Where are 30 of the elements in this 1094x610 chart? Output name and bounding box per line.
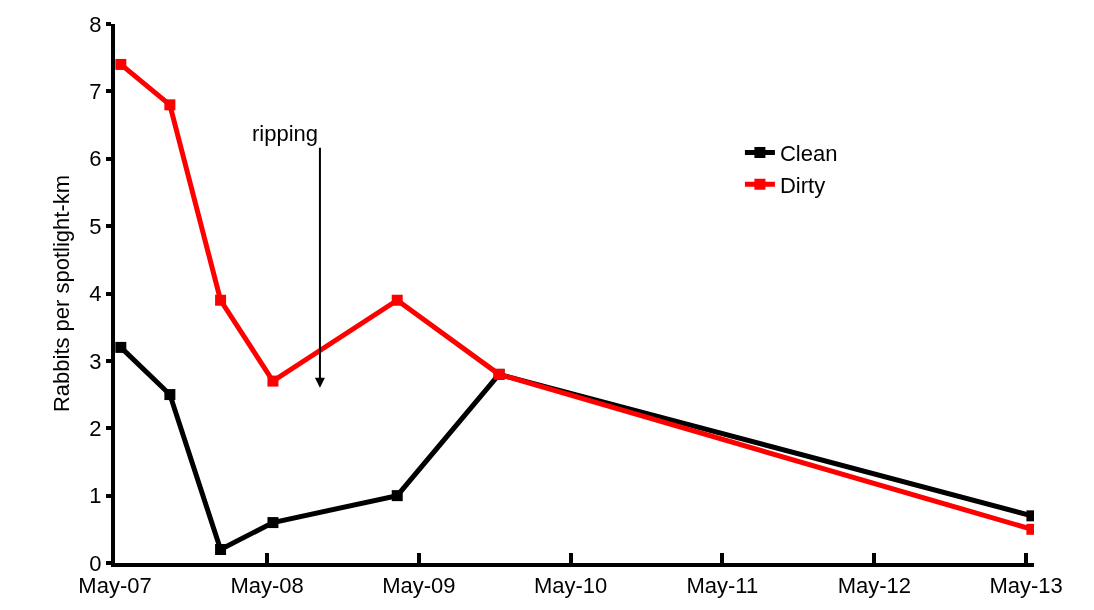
y-axis-title: Rabbits per spotlight-km (48, 174, 74, 413)
legend-label: Dirty (779, 172, 826, 198)
point (115, 58, 127, 70)
y-tick-label: 3 (89, 348, 102, 374)
legend-label: Clean (779, 141, 838, 167)
annotation: ripping (252, 121, 319, 146)
y-tick-label: 0 (89, 550, 102, 576)
y-tick-label: 8 (89, 11, 102, 37)
point (267, 517, 279, 529)
x-tick-label: May-08 (230, 573, 304, 599)
y-tick-label: 5 (89, 213, 102, 239)
point (215, 294, 227, 306)
y-tick-label: 2 (89, 415, 102, 441)
point (391, 490, 403, 502)
point (267, 375, 279, 387)
y-tick-label: 4 (89, 281, 102, 307)
x-tick-label: May-07 (78, 573, 152, 599)
y-tick-label: 7 (89, 79, 102, 105)
y-tick-label: 6 (89, 146, 102, 172)
x-tick-label: May-12 (837, 573, 912, 599)
point (391, 294, 403, 306)
point (164, 389, 176, 401)
point (215, 544, 227, 556)
point (164, 99, 176, 111)
x-tick-label: May-09 (382, 573, 456, 599)
x-tick-label: May-10 (533, 573, 608, 599)
x-tick-label: May-11 (686, 573, 759, 599)
y-tick-label: 1 (89, 483, 102, 509)
x-tick-label: May-13 (989, 573, 1063, 599)
point (115, 341, 127, 353)
